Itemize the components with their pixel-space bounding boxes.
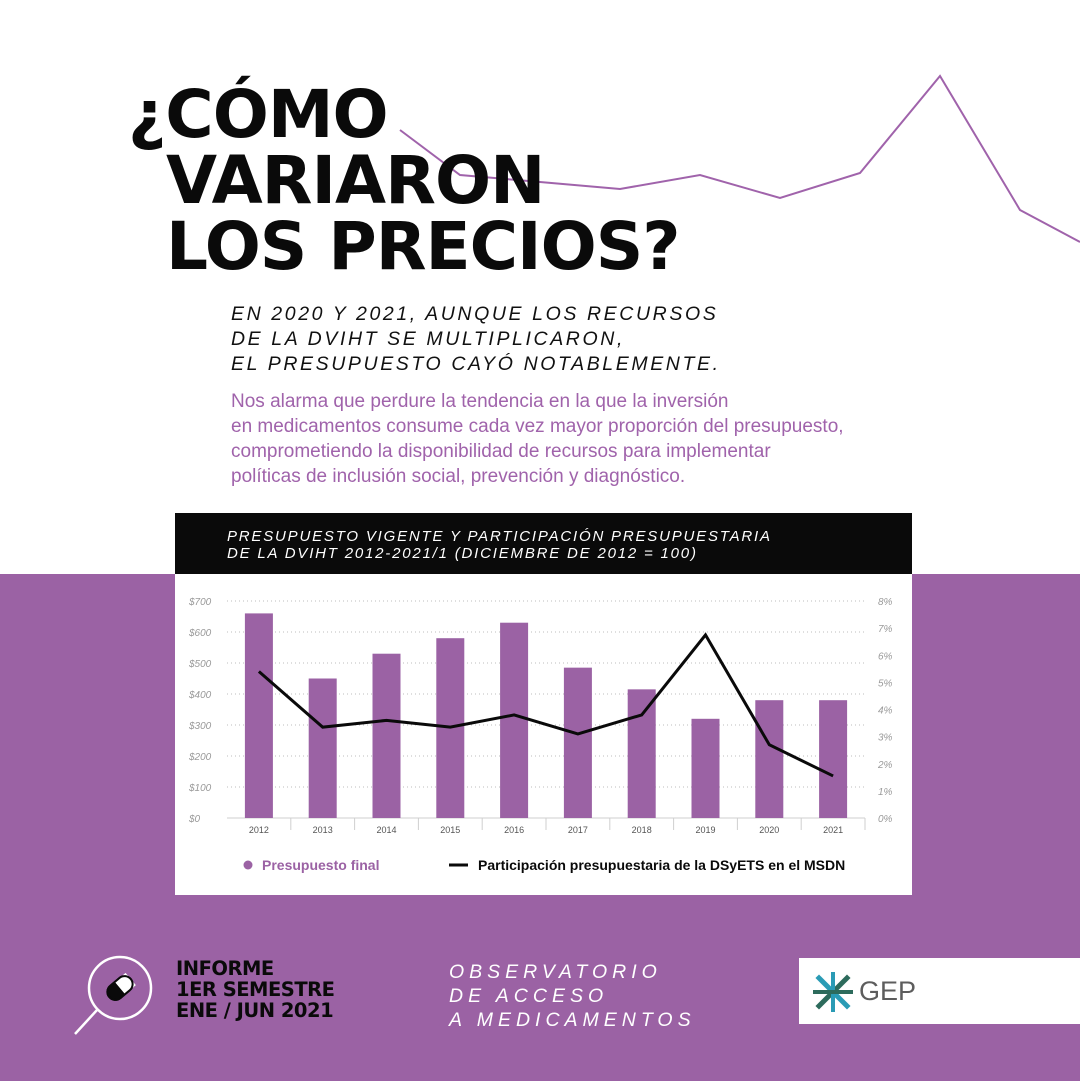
bar-2017 bbox=[563, 667, 592, 818]
chart-title-line-2: DE LA DVIHT 2012-2021/1 (DICIEMBRE DE 20… bbox=[227, 545, 698, 562]
body-line-1: Nos alarma que perdure la tendencia en l… bbox=[231, 391, 729, 412]
subtitle-line-1: EN 2020 Y 2021, AUNQUE LOS RECURSOS bbox=[231, 303, 719, 325]
bar-2012 bbox=[244, 613, 273, 818]
x-tick-label: 2020 bbox=[759, 825, 779, 835]
bar-2021 bbox=[819, 700, 848, 818]
y-left-tick-label: $0 bbox=[188, 814, 201, 825]
observatorio-line-1: OBSERVATORIO bbox=[449, 961, 662, 983]
y-right-tick-label: 3% bbox=[878, 733, 893, 744]
y-right-tick-label: 6% bbox=[878, 651, 893, 662]
observatorio-line-3: A MEDICAMENTOS bbox=[449, 1009, 696, 1031]
report-label: INFORME 1ER SEMESTRE ENE / JUN 2021 bbox=[176, 957, 335, 1022]
bar-2016 bbox=[500, 622, 529, 818]
y-right-tick-label: 7% bbox=[878, 624, 893, 635]
bar-2019 bbox=[691, 718, 720, 818]
report-line-2: 1ER SEMESTRE bbox=[176, 978, 335, 1001]
page-title: ¿CÓMO VARIARON LOS PRECIOS? bbox=[128, 76, 681, 285]
title-line-3: LOS PRECIOS? bbox=[166, 208, 681, 285]
y-left-tick-label: $700 bbox=[188, 597, 212, 608]
y-right-tick-label: 0% bbox=[878, 814, 893, 825]
subtitle-line-3: EL PRESUPUESTO CAYÓ NOTABLEMENTE. bbox=[231, 353, 721, 375]
observatorio-line-2: DE ACCESO bbox=[449, 985, 609, 1007]
x-tick-label: 2014 bbox=[376, 825, 396, 835]
line-series-participacion bbox=[257, 632, 834, 778]
legend-label-bars: Presupuesto final bbox=[262, 857, 379, 873]
y-left-tick-label: $400 bbox=[188, 690, 212, 701]
observatorio-label: OBSERVATORIO DE ACCESO A MEDICAMENTOS bbox=[449, 960, 696, 1032]
chart-title-bar: PRESUPUESTO VIGENTE Y PARTICIPACIÓN PRES… bbox=[175, 513, 912, 574]
y-right-tick-label: 4% bbox=[878, 706, 893, 717]
body-line-4: políticas de inclusión social, prevenció… bbox=[231, 466, 686, 487]
y-left-tick-label: $100 bbox=[188, 783, 212, 794]
y-right-tick-label: 1% bbox=[878, 787, 893, 798]
x-tick-label: 2021 bbox=[823, 825, 843, 835]
chart-title-line-1: PRESUPUESTO VIGENTE Y PARTICIPACIÓN PRES… bbox=[227, 528, 772, 545]
y-left-tick-label: $300 bbox=[188, 721, 212, 732]
y-right-tick-label: 5% bbox=[878, 678, 893, 689]
title-line-1: ¿CÓMO bbox=[128, 76, 389, 153]
title-line-2: VARIARON bbox=[166, 142, 545, 219]
x-tick-label: 2018 bbox=[632, 825, 652, 835]
x-tick-label: 2019 bbox=[695, 825, 715, 835]
chart-card: $0 $100 $200 $300 $400 $500 $600 $700 0% 1% 2% 3% 4%… bbox=[175, 574, 912, 895]
x-tick-label: 2016 bbox=[504, 825, 524, 835]
bar-2020 bbox=[755, 700, 784, 818]
combo-chart: $0 $100 $200 $300 $400 $500 $600 $700 0% 1% 2% 3% 4%… bbox=[188, 597, 893, 873]
y-right-tick-label: 2% bbox=[877, 760, 893, 771]
x-tick-label: 2012 bbox=[249, 825, 269, 835]
x-tick-label: 2013 bbox=[313, 825, 333, 835]
report-line-3: ENE / JUN 2021 bbox=[176, 999, 334, 1022]
y-left-tick-label: $600 bbox=[188, 628, 212, 639]
x-tick-label: 2015 bbox=[440, 825, 460, 835]
legend-marker-bars bbox=[243, 860, 253, 870]
legend-label-line: Participación presupuestaria de la DSyET… bbox=[478, 857, 845, 873]
report-line-1: INFORME bbox=[176, 957, 274, 980]
body-paragraph: Nos alarma que perdure la tendencia en l… bbox=[231, 389, 931, 489]
gep-logo[interactable]: GEP bbox=[799, 958, 1080, 1024]
chart-title: PRESUPUESTO VIGENTE Y PARTICIPACIÓN PRES… bbox=[227, 528, 772, 562]
bar-2018 bbox=[627, 689, 656, 818]
magnifier-pill-icon bbox=[74, 955, 153, 1035]
gep-logo-text: GEP bbox=[859, 976, 917, 1006]
subtitle-line-2: DE LA DVIHT SE MULTIPLICARON, bbox=[231, 328, 625, 350]
gep-logo-icon bbox=[813, 972, 853, 1012]
y-left-tick-label: $500 bbox=[188, 659, 212, 670]
y-left-tick-label: $200 bbox=[188, 752, 212, 763]
subtitle: EN 2020 Y 2021, AUNQUE LOS RECURSOS DE L… bbox=[231, 302, 721, 377]
y-right-tick-label: 8% bbox=[878, 597, 893, 608]
body-line-3: comprometiendo la disponibilidad de recu… bbox=[231, 441, 771, 462]
bar-2014 bbox=[372, 653, 401, 818]
bar-2013 bbox=[308, 678, 337, 818]
x-tick-label: 2017 bbox=[568, 825, 588, 835]
body-line-2: en medicamentos consume cada vez mayor p… bbox=[231, 416, 844, 437]
decorative-trend-line bbox=[399, 74, 1080, 243]
